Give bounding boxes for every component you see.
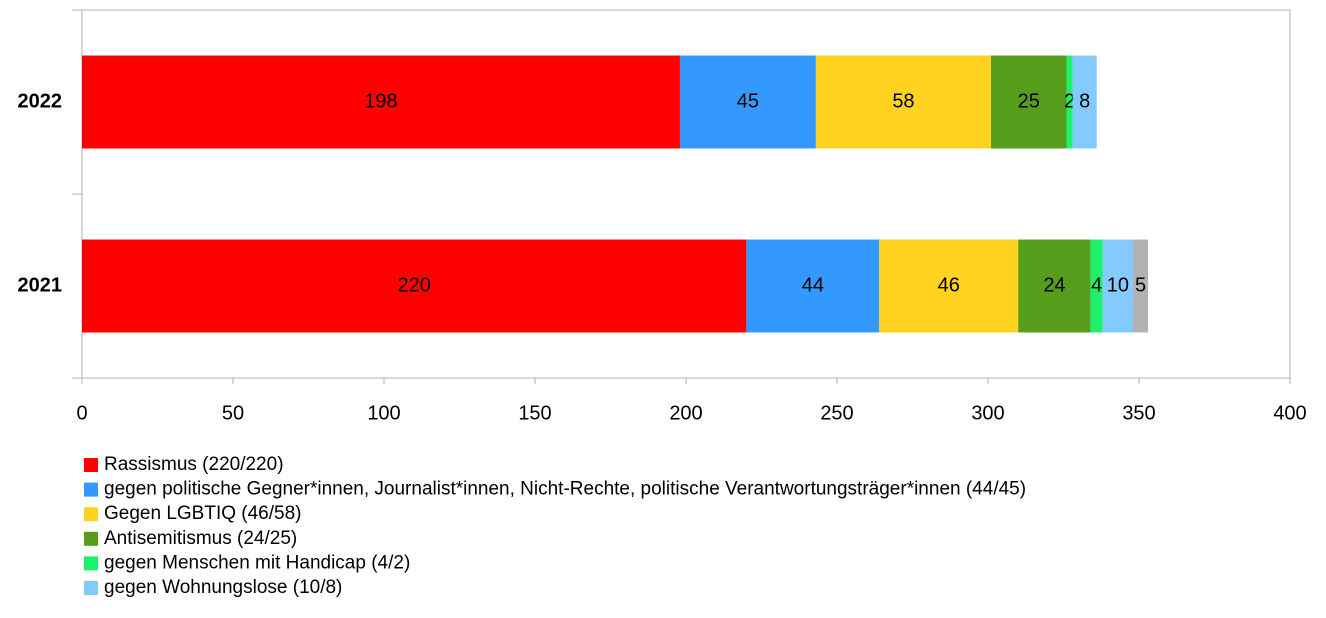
data-label: 4 bbox=[1091, 274, 1102, 296]
x-tick-label: 200 bbox=[669, 402, 702, 424]
category-label: 2022 bbox=[18, 90, 63, 112]
data-label: 45 bbox=[737, 90, 759, 112]
data-label: 8 bbox=[1079, 90, 1090, 112]
data-label: 220 bbox=[398, 274, 431, 296]
x-tick-label: 0 bbox=[76, 402, 87, 424]
x-tick-label: 250 bbox=[820, 402, 853, 424]
legend-label: Gegen LGBTIQ (46/58) bbox=[104, 503, 302, 524]
x-tick-label: 50 bbox=[222, 402, 244, 424]
legend-label: Rassismus (220/220) bbox=[104, 454, 284, 475]
data-label: 5 bbox=[1135, 274, 1146, 296]
legend-label: gegen Wohnungslose (10/8) bbox=[104, 577, 342, 598]
data-label: 10 bbox=[1107, 274, 1129, 296]
legend-swatch bbox=[84, 458, 98, 472]
legend-swatch bbox=[84, 581, 98, 595]
legend-swatch bbox=[84, 482, 98, 497]
bar-segment bbox=[991, 55, 1067, 149]
x-tick-label: 300 bbox=[971, 402, 1004, 424]
legend-label: Antisemitismus (24/25) bbox=[104, 528, 297, 549]
bar-segment bbox=[1132, 239, 1149, 333]
legend-swatch bbox=[84, 556, 98, 571]
x-tick-label: 350 bbox=[1122, 402, 1155, 424]
data-label: 25 bbox=[1018, 90, 1040, 112]
legend-swatch bbox=[84, 507, 98, 522]
bar-segment bbox=[82, 55, 680, 149]
bar-segment bbox=[1072, 55, 1097, 149]
x-tick-label: 150 bbox=[518, 402, 551, 424]
legend-label: gegen Menschen mit Handicap (4/2) bbox=[104, 552, 410, 573]
data-label: 198 bbox=[364, 90, 397, 112]
category-label: 2021 bbox=[18, 274, 63, 296]
legend-label: gegen politische Gegner*innen, Journalis… bbox=[104, 479, 1026, 500]
x-tick-label: 400 bbox=[1273, 402, 1306, 424]
data-label: 58 bbox=[892, 90, 914, 112]
data-label: 46 bbox=[938, 274, 960, 296]
data-label: 2 bbox=[1064, 90, 1075, 112]
bar-segment bbox=[1018, 239, 1091, 333]
bar-segment bbox=[82, 239, 747, 333]
bar-segment bbox=[1102, 239, 1133, 333]
bar-segment bbox=[879, 239, 1019, 333]
bar-segment bbox=[1090, 239, 1103, 333]
data-label: 24 bbox=[1043, 274, 1065, 296]
data-label: 44 bbox=[802, 274, 824, 296]
legend-swatch bbox=[84, 531, 98, 546]
bar-segment bbox=[679, 55, 816, 149]
x-tick-label: 100 bbox=[367, 402, 400, 424]
bar-segment bbox=[815, 55, 992, 149]
bar-segment bbox=[1066, 55, 1073, 149]
bar-segment bbox=[746, 239, 880, 333]
